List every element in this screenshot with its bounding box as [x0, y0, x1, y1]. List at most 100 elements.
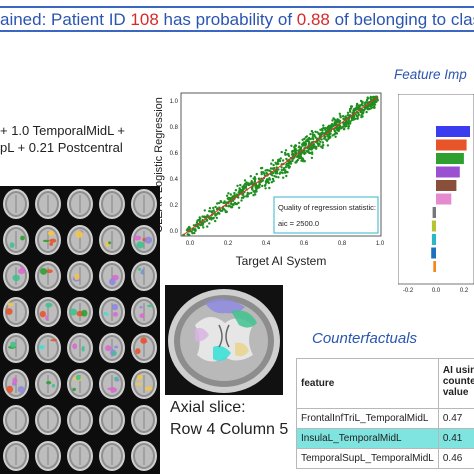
- scatter-point: [223, 201, 226, 204]
- header-ai-line-1: AI using: [442, 365, 474, 376]
- scatter-point: [285, 162, 288, 165]
- brain-slice-thumbnail: [64, 438, 96, 474]
- scatter-point: [224, 210, 228, 213]
- scatter-point: [311, 133, 315, 137]
- scatter-point: [294, 147, 297, 150]
- scatter-point: [368, 107, 371, 111]
- brain-slice-thumbnail: [128, 258, 160, 294]
- scatter-point: [251, 188, 254, 191]
- scatter-point: [360, 103, 363, 107]
- banner-middle: has probability of: [158, 10, 297, 29]
- brain-slice-thumbnail: [128, 294, 160, 330]
- scatter-point: [254, 184, 258, 187]
- x-tick-label: 0.2: [224, 241, 233, 247]
- brain-slice-thumbnail: [96, 294, 128, 330]
- scatter-point: [357, 104, 361, 107]
- scatter-point: [268, 177, 271, 180]
- scatter-point: [292, 149, 295, 153]
- scatter-point: [277, 168, 280, 171]
- y-tick-label: 0.8: [170, 125, 179, 131]
- scatter-point: [254, 189, 257, 193]
- scatter-point: [279, 157, 282, 160]
- brain-slice-thumbnail: [128, 402, 160, 438]
- scatter-point: [233, 191, 236, 195]
- bar-x-tick-label: 0.0: [432, 288, 441, 294]
- brain-slice-thumbnail: [0, 222, 32, 258]
- importance-bar: [436, 180, 457, 191]
- axial-slice-image: [165, 285, 283, 395]
- scatter-point: [314, 130, 317, 133]
- counterfactuals-table: feature AI using counter value FrontalIn…: [296, 358, 474, 469]
- scatter-point: [242, 195, 246, 198]
- brain-slice-thumbnail: [64, 186, 96, 222]
- scatter-point: [311, 131, 314, 134]
- scatter-point: [374, 100, 378, 104]
- scatter-point: [253, 180, 257, 183]
- importance-bar: [436, 193, 452, 205]
- scatter-point: [248, 192, 251, 195]
- scatter-point: [221, 209, 224, 212]
- scatter-point: [282, 168, 286, 172]
- scatter-point: [201, 224, 204, 227]
- scatter-point: [233, 201, 237, 205]
- scatter-point: [352, 115, 356, 118]
- y-tick-label: 0.4: [170, 177, 179, 183]
- scatter-point: [202, 226, 205, 229]
- scatter-point: [280, 166, 283, 169]
- scatter-point: [334, 123, 338, 126]
- scatter-point: [230, 206, 234, 209]
- scatter-point: [214, 219, 217, 223]
- brain-slice-thumbnail: [128, 330, 160, 366]
- brain-slice-thumbnail: [0, 186, 32, 222]
- scatter-point: [205, 218, 209, 222]
- scatter-point: [299, 153, 303, 156]
- brain-slice-thumbnail: [32, 438, 64, 474]
- scatter-point: [346, 111, 350, 114]
- brain-slice-thumbnail: [32, 330, 64, 366]
- scatter-point: [333, 130, 337, 133]
- scatter-point: [305, 135, 309, 138]
- scatter-point: [206, 225, 209, 228]
- scatter-point: [217, 201, 221, 205]
- scatter-point: [316, 142, 320, 145]
- scatter-point: [339, 125, 342, 128]
- scatter-point: [312, 146, 316, 149]
- banner-suffix: of belonging to clas: [329, 10, 474, 29]
- header-ai-value: AI using counter value: [437, 358, 474, 409]
- scatter-point: [237, 201, 240, 204]
- scatter-point: [365, 98, 369, 102]
- x-tick-label: 0.6: [300, 241, 309, 247]
- scatter-point: [312, 143, 315, 147]
- scatter-point: [320, 127, 324, 131]
- scatter-point: [239, 190, 242, 194]
- scatter-point: [260, 172, 263, 176]
- scatter-point: [212, 209, 215, 212]
- table-header-row: feature AI using counter value: [296, 358, 474, 409]
- scatter-point: [328, 132, 331, 135]
- scatter-point: [347, 118, 350, 121]
- scatter-point: [308, 151, 311, 154]
- scatter-point: [331, 119, 334, 122]
- scatter-x-label: Target AI System: [236, 254, 327, 268]
- scatter-point: [356, 117, 359, 120]
- brain-slice-thumbnail: [128, 222, 160, 258]
- scatter-point: [376, 99, 379, 102]
- scatter-point: [276, 172, 279, 175]
- scatter-point: [310, 156, 314, 160]
- row-feature: TemporalSupL_TemporalMidL: [296, 448, 439, 469]
- scatter-point: [244, 185, 247, 189]
- brain-slice-thumbnail: [0, 258, 32, 294]
- brain-slice-thumbnail: [96, 186, 128, 222]
- scatter-point: [341, 115, 345, 118]
- scatter-point: [309, 146, 312, 150]
- y-tick-label: 1.0: [170, 99, 179, 105]
- patient-id: 108: [130, 10, 159, 29]
- importance-bar: [432, 207, 436, 218]
- brain-slice-thumbnail: [64, 258, 96, 294]
- scatter-point: [234, 189, 238, 192]
- scatter-point: [303, 137, 306, 141]
- scatter-point: [260, 166, 264, 170]
- scatter-point: [271, 167, 274, 170]
- scatter-point: [290, 153, 294, 156]
- scatter-point: [342, 125, 345, 128]
